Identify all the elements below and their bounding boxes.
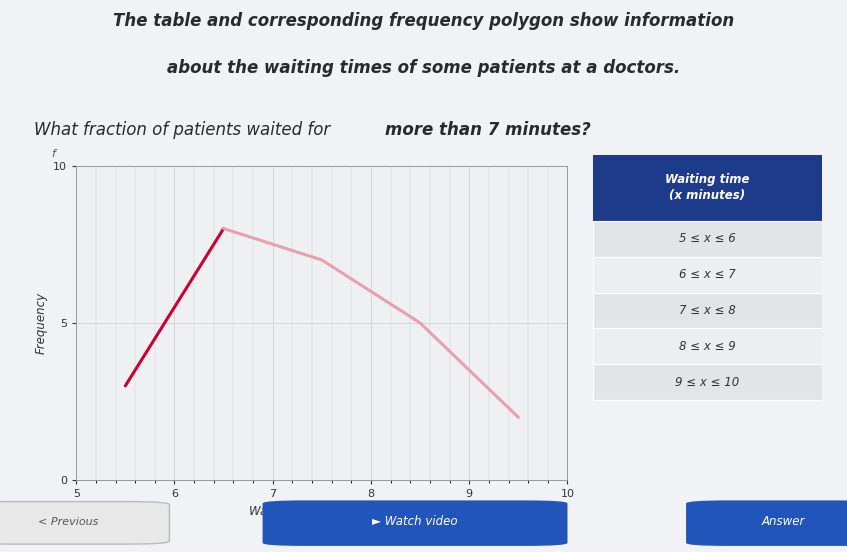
Y-axis label: Frequency: Frequency — [35, 292, 47, 354]
Text: < Previous: < Previous — [37, 517, 98, 527]
FancyBboxPatch shape — [593, 293, 822, 328]
Text: 7 ≤ x ≤ 8: 7 ≤ x ≤ 8 — [678, 304, 736, 317]
Text: 8 ≤ x ≤ 9: 8 ≤ x ≤ 9 — [678, 340, 736, 353]
Text: Waiting time
(x minutes): Waiting time (x minutes) — [665, 173, 750, 202]
FancyBboxPatch shape — [593, 221, 822, 257]
FancyBboxPatch shape — [263, 500, 567, 546]
Text: 9 ≤ x ≤ 10: 9 ≤ x ≤ 10 — [675, 376, 739, 389]
FancyBboxPatch shape — [0, 502, 169, 544]
Text: ► Watch video: ► Watch video — [372, 515, 458, 528]
X-axis label: Waiting time (x minutes): Waiting time (x minutes) — [249, 505, 395, 518]
FancyBboxPatch shape — [589, 149, 826, 226]
Text: f: f — [51, 149, 55, 160]
Text: more than 7 minutes?: more than 7 minutes? — [385, 120, 591, 139]
FancyBboxPatch shape — [593, 364, 822, 400]
FancyBboxPatch shape — [686, 500, 847, 546]
Text: 5 ≤ x ≤ 6: 5 ≤ x ≤ 6 — [678, 232, 736, 245]
Text: What fraction of patients waited for: What fraction of patients waited for — [34, 120, 335, 139]
Text: 6 ≤ x ≤ 7: 6 ≤ x ≤ 7 — [678, 268, 736, 281]
Text: Answer: Answer — [761, 515, 805, 528]
FancyBboxPatch shape — [593, 257, 822, 293]
FancyBboxPatch shape — [593, 328, 822, 364]
Text: about the waiting times of some patients at a doctors.: about the waiting times of some patients… — [167, 59, 680, 77]
Text: The table and corresponding frequency polygon show information: The table and corresponding frequency po… — [113, 12, 734, 30]
